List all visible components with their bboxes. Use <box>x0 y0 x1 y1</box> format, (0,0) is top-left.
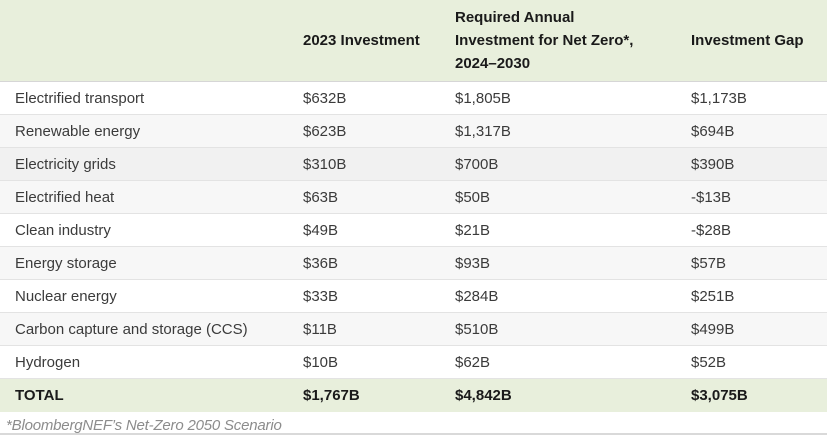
cell-investment-gap: -$28B <box>691 221 732 239</box>
row-label: Renewable energy <box>15 122 141 140</box>
table-row-carbon-capture-storage: Carbon capture and storage (CCS) $11B $5… <box>0 313 827 346</box>
cell-required-investment: $93B <box>455 254 491 272</box>
table-row-hydrogen: Hydrogen $10B $62B $52B <box>0 346 827 379</box>
header-investment-gap: Investment Gap <box>691 32 804 49</box>
cell-required-investment: $700B <box>455 155 499 173</box>
cell-2023-investment: $11B <box>303 320 337 338</box>
header-required-line-3: 2024–2030 <box>455 55 531 72</box>
cell-required-investment: $1,805B <box>455 89 511 107</box>
row-label: Electricity grids <box>15 155 116 173</box>
cell-required-investment: $1,317B <box>455 122 511 140</box>
table-row-electricity-grids: Electricity grids $310B $700B $390B <box>0 148 827 181</box>
cell-required-investment: $284B <box>455 287 499 305</box>
table-row-nuclear-energy: Nuclear energy $33B $284B $251B <box>0 280 827 313</box>
bottom-divider <box>0 433 827 435</box>
cell-investment-gap: $499B <box>691 320 735 338</box>
row-label: Energy storage <box>15 254 117 272</box>
row-label: Clean industry <box>15 221 111 239</box>
table-row-electrified-heat: Electrified heat $63B $50B -$13B <box>0 181 827 214</box>
total-2023-investment: $1,767B <box>303 387 360 404</box>
cell-investment-gap: $390B <box>691 155 735 173</box>
cell-required-investment: $510B <box>455 320 499 338</box>
row-label: Hydrogen <box>15 353 81 371</box>
cell-required-investment: $50B <box>455 188 491 206</box>
cell-investment-gap: $57B <box>691 254 727 272</box>
cell-required-investment: $62B <box>455 353 491 371</box>
cell-2023-investment: $623B <box>303 122 347 140</box>
header-required-annual-investment: Required Annual Investment for Net Zero*… <box>440 0 676 81</box>
cell-investment-gap: $694B <box>691 122 735 140</box>
cell-investment-gap: $1,173B <box>691 89 747 107</box>
cell-2023-investment: $33B <box>303 287 339 305</box>
row-label: Electrified transport <box>15 89 145 107</box>
cell-2023-investment: $49B <box>303 221 339 239</box>
row-label: Electrified heat <box>15 188 115 206</box>
cell-2023-investment: $632B <box>303 89 347 107</box>
row-label: Carbon capture and storage (CCS) <box>15 320 248 338</box>
total-investment-gap: $3,075B <box>691 387 748 404</box>
cell-2023-investment: $63B <box>303 188 339 206</box>
header-required-line-2: Investment for Net Zero*, <box>455 32 634 49</box>
total-required-investment: $4,842B <box>455 387 512 404</box>
cell-2023-investment: $10B <box>303 353 339 371</box>
header-sector-column <box>0 0 288 81</box>
table-row-energy-storage: Energy storage $36B $93B $57B <box>0 247 827 280</box>
header-required-line-1: Required Annual <box>455 9 575 26</box>
table-total-row: TOTAL $1,767B $4,842B $3,075B <box>0 379 827 412</box>
total-label: TOTAL <box>15 387 64 404</box>
cell-2023-investment: $36B <box>303 254 339 272</box>
cell-investment-gap: -$13B <box>691 188 732 206</box>
table-row-clean-industry: Clean industry $49B $21B -$28B <box>0 214 827 247</box>
header-2023-investment: 2023 Investment <box>303 32 420 49</box>
investment-table: 2023 Investment Required Annual Investme… <box>0 0 827 412</box>
table-row-renewable-energy: Renewable energy $623B $1,317B $694B <box>0 115 827 148</box>
table-row-electrified-transport: Electrified transport $632B $1,805B $1,1… <box>0 82 827 115</box>
cell-required-investment: $21B <box>455 221 491 239</box>
cell-investment-gap: $251B <box>691 287 735 305</box>
cell-investment-gap: $52B <box>691 353 727 371</box>
row-label: Nuclear energy <box>15 287 117 305</box>
footnote: *BloombergNEF’s Net-Zero 2050 Scenario <box>6 417 282 434</box>
table-header-row: 2023 Investment Required Annual Investme… <box>0 0 827 82</box>
cell-2023-investment: $310B <box>303 155 347 173</box>
